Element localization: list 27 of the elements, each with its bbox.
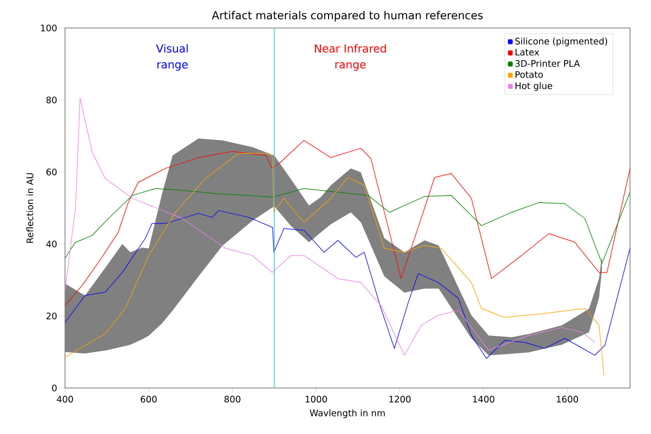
- legend-label: Potato: [516, 71, 543, 78]
- y-tick-label: 20: [46, 312, 57, 320]
- x-tick-label: 400: [56, 396, 73, 403]
- annotation: Near Infrared range: [314, 44, 386, 71]
- legend-label: Hot glue: [516, 82, 552, 91]
- x-axis-title: Wavlength in nm: [310, 409, 385, 418]
- line-series: [65, 188, 630, 264]
- x-tick-label: 600: [140, 396, 157, 403]
- legend-label: Latex: [516, 48, 540, 56]
- x-tick-label: 1400: [473, 396, 494, 403]
- line-series: [65, 210, 630, 359]
- y-tick-label: 80: [46, 96, 57, 104]
- y-tick-label: 0: [52, 384, 57, 392]
- line-series: [65, 98, 596, 356]
- legend-label: Silicone (pigmented): [515, 38, 608, 46]
- x-tick-label: 1000: [306, 396, 327, 403]
- x-tick-label: 1200: [389, 396, 411, 403]
- y-tick-label: 40: [46, 240, 57, 248]
- y-axis-title: Reflection in AU: [26, 173, 34, 243]
- y-tick-label: 100: [41, 24, 57, 32]
- line-series: [65, 140, 630, 306]
- y-tick-label: 60: [46, 168, 57, 176]
- chart-title: Artifact materials compared to human references: [212, 10, 483, 22]
- x-tick-label: 1600: [556, 396, 578, 403]
- x-tick-label: 800: [224, 396, 240, 403]
- legend-label: 3D-Printer PLA: [515, 60, 580, 67]
- annotation: Visual range: [156, 44, 188, 71]
